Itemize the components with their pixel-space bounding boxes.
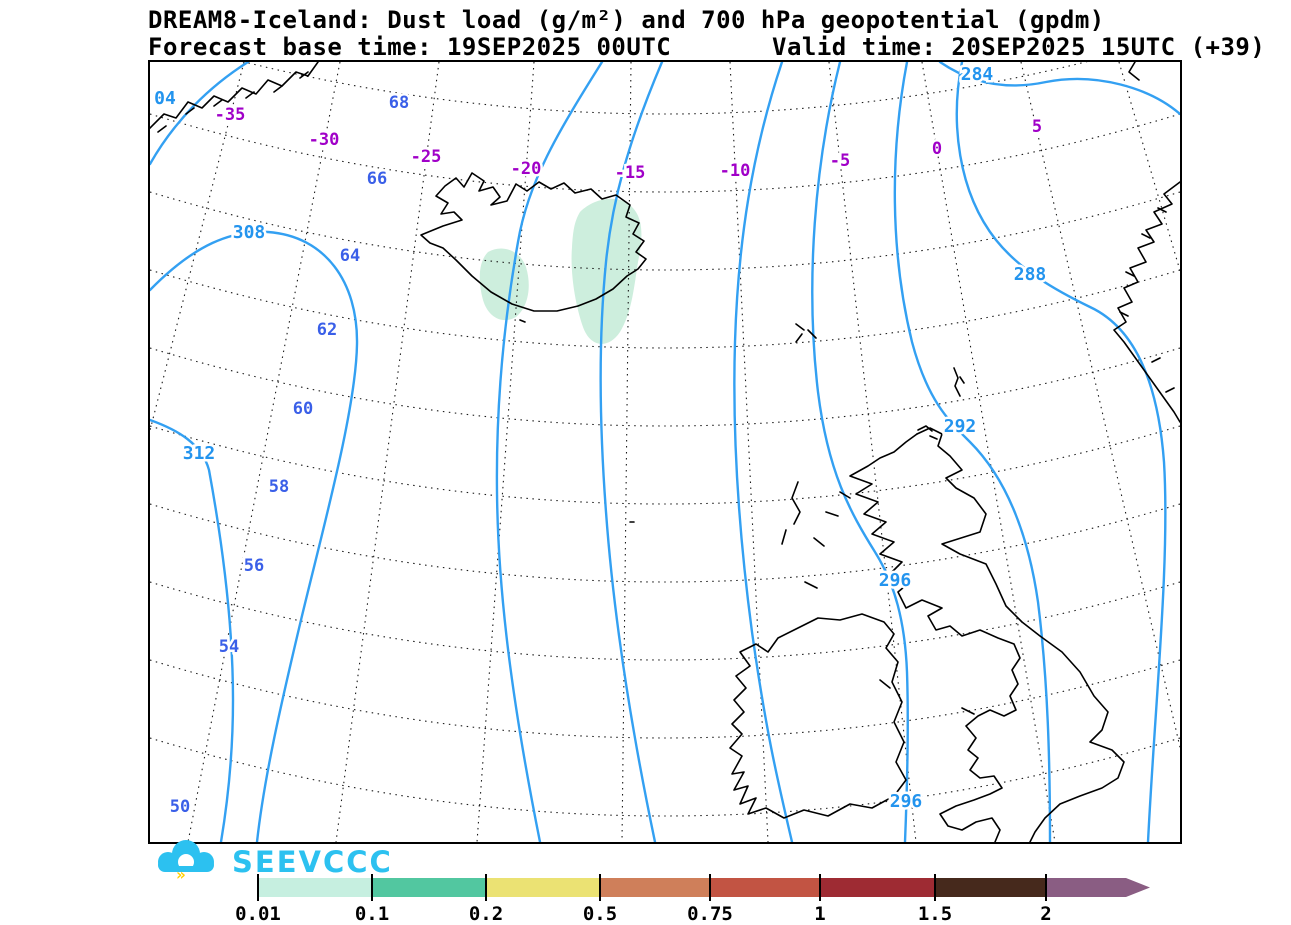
colorbar-tick-label: 1 (814, 903, 825, 925)
colorbar-segment (935, 878, 1046, 897)
latitude-labels: 68 66 64 62 60 58 56 54 50 (167, 91, 411, 820)
colorbar-arrow-end (1126, 878, 1150, 897)
seevccc-logo: » SEEVCCC (158, 840, 393, 884)
coastlines (150, 62, 1180, 842)
graticule-meridians (150, 62, 1180, 842)
colorbar-segments (258, 878, 1150, 897)
contour-label: 292 (944, 416, 977, 437)
lat-label: 54 (219, 637, 239, 657)
contour-label: 312 (183, 443, 216, 464)
lat-label: 62 (317, 320, 337, 340)
lat-label: 68 (389, 93, 409, 113)
colorbar-segment (372, 878, 486, 897)
lon-label: 5 (1032, 117, 1042, 137)
lon-label: -25 (411, 147, 442, 167)
logo-text: SEEVCCC (232, 845, 393, 879)
geopotential-contours (150, 62, 1180, 842)
lon-label: -5 (830, 151, 850, 171)
contour-label: 308 (233, 222, 266, 243)
colorbar-tick-label: 0.5 (583, 903, 617, 925)
colorbar-tick-label: 1.5 (918, 903, 952, 925)
longitude-labels: -35 -30 -25 -20 -15 -10 -5 0 5 (212, 103, 1044, 186)
contour-label: 04 (154, 88, 176, 109)
lat-label: 58 (269, 477, 289, 497)
dust-load-colorbar: 0.01 0.1 0.2 0.5 0.75 1 1.5 2 (235, 874, 1150, 925)
lon-label: -10 (720, 161, 751, 181)
lat-label: 66 (367, 169, 387, 189)
contour-label: 284 (961, 64, 994, 85)
map-canvas: -35 -30 -25 -20 -15 -10 -5 0 5 68 66 64 … (150, 62, 1180, 842)
contour-label: 296 (879, 570, 912, 591)
lat-label: 56 (244, 556, 264, 576)
colorbar-segment (600, 878, 710, 897)
map-panel: -35 -30 -25 -20 -15 -10 -5 0 5 68 66 64 … (148, 60, 1182, 844)
lon-label: -20 (511, 159, 542, 179)
lon-label: -35 (215, 105, 246, 125)
logo-arrows-icon: » (176, 865, 186, 884)
colorbar-tick-label: 0.01 (235, 903, 281, 925)
lat-label: 60 (293, 399, 313, 419)
colorbar-segment (258, 878, 372, 897)
colorbar-tick-label: 2 (1040, 903, 1051, 925)
lat-label: 64 (340, 246, 360, 266)
dust-load-shading (479, 198, 642, 344)
contour-labels: 04 308 312 284 288 292 296 296 (152, 62, 1049, 815)
colorbar-tick-label: 0.1 (355, 903, 389, 925)
colorbar-segment (710, 878, 820, 897)
contour-label: 288 (1014, 264, 1047, 285)
cloud-logo-icon: » (158, 840, 214, 884)
colorbar-tick-label: 0.2 (469, 903, 503, 925)
valid-time: Valid time: 20SEP2025 15UTC (+39) (772, 33, 1266, 61)
colorbar-segment (486, 878, 600, 897)
lat-label: 50 (170, 797, 190, 817)
page-title: DREAM8-Iceland: Dust load (g/m²) and 700… (148, 6, 1105, 34)
forecast-base-time: Forecast base time: 19SEP2025 00UTC (148, 33, 672, 61)
colorbar-segment (1046, 878, 1126, 897)
colorbar-ticks (257, 874, 1047, 901)
colorbar-tick-label: 0.75 (687, 903, 733, 925)
lon-label: -15 (615, 163, 646, 183)
colorbar-segment (820, 878, 935, 897)
contour-label: 296 (890, 791, 923, 812)
graticule-parallels (150, 62, 1180, 817)
lon-label: -30 (309, 130, 340, 150)
lon-label: 0 (932, 139, 942, 159)
colorbar-tick-labels: 0.01 0.1 0.2 0.5 0.75 1 1.5 2 (235, 903, 1052, 925)
